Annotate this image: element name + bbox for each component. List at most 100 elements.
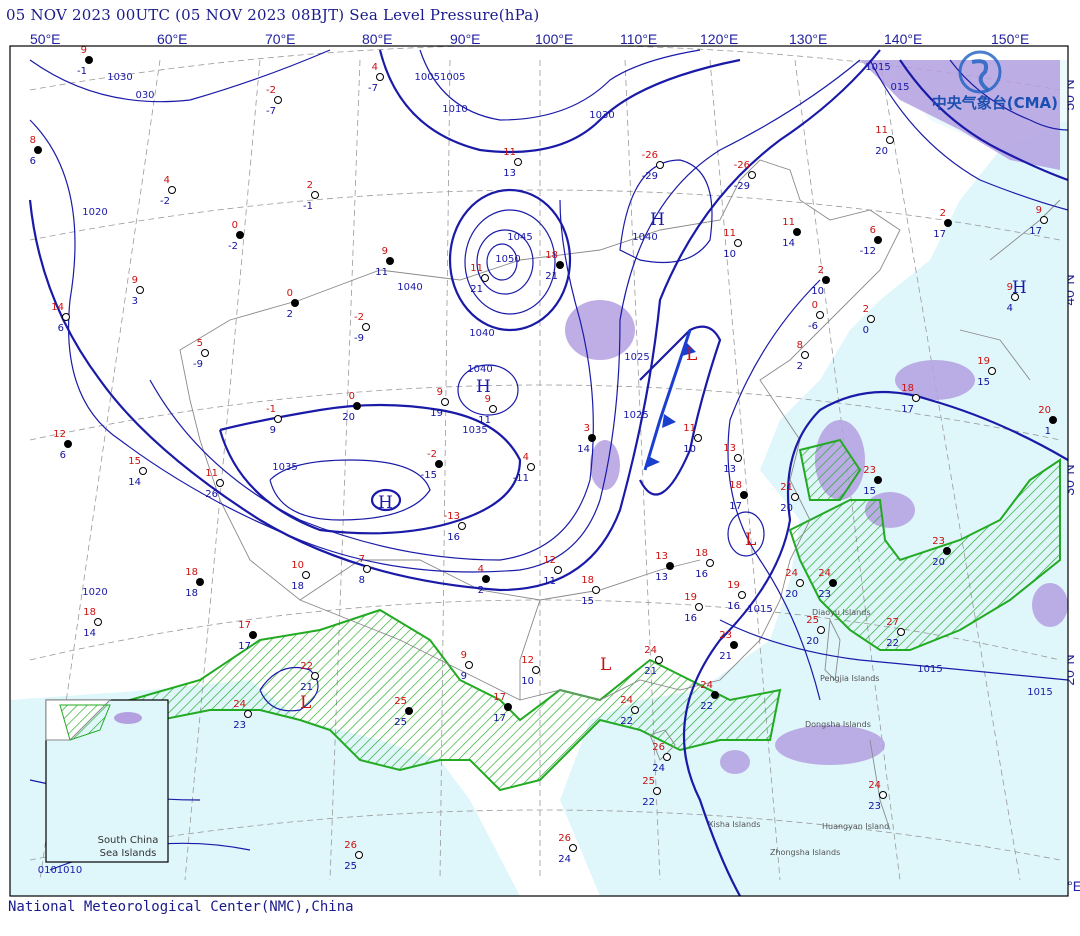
station-temperature: 20 [1038,405,1051,416]
station-circle [748,171,756,179]
station-temperature: 25 [394,696,407,707]
station: -26 -29 [734,160,756,192]
station-temperature: 9 [1036,205,1042,216]
station-dewpoint: 21 [470,284,483,295]
station-circle [311,672,319,680]
station-dewpoint: 22 [642,797,655,808]
station-dewpoint: -29 [642,171,658,182]
station-dewpoint: 16 [727,601,740,612]
station-circle [465,661,473,669]
station-circle [592,586,600,594]
pressure-centers: H H H H L L L L [300,210,1027,713]
station-dewpoint: 0 [863,325,869,336]
isobar-label: 1010 [442,104,467,115]
station-dewpoint: 14 [128,477,141,488]
low-pressure-center: L [300,693,311,713]
station-dewpoint: 24 [652,763,665,774]
station-circle [168,186,176,194]
station: 82 [797,340,809,372]
station-temperature: 9 [382,246,388,257]
station-temperature: 4 [372,62,378,73]
station-circle [62,313,70,321]
station-circle [363,565,371,573]
station: 24 20 [785,568,804,600]
station-temperature: 7 [359,554,365,565]
station-circle [663,753,671,761]
station-dewpoint: 3 [132,296,138,307]
station-temperature: 12 [53,429,66,440]
station-dewpoint: 11 [543,576,556,587]
station-dewpoint: 21 [644,666,657,677]
isobar-label: 1015 [747,604,772,615]
station-circle [867,315,875,323]
station-dewpoint: 26 [205,489,218,500]
station-temperature: 13 [723,443,736,454]
station-circle [136,286,144,294]
station: 24 22 [620,695,639,727]
station-temperature: 10 [291,560,304,571]
isobar-label: 1050 [495,254,520,265]
station-dewpoint: 21 [719,651,732,662]
station-circle [405,707,413,715]
station-dewpoint: -9 [193,359,203,370]
station-temperature: 18 [581,575,594,586]
isobar-label: 1015 [1027,687,1052,698]
isobar-label: 1015 [865,62,890,73]
station-dewpoint: -6 [808,321,818,332]
station-circle [353,402,361,410]
station-circle [816,311,824,319]
station-temperature: 24 [620,695,633,706]
station: 11 21 [470,263,489,295]
station-temperature: 0 [812,300,818,311]
station-temperature: 25 [642,776,655,787]
station-circle [569,844,577,852]
station-plots: 9-1 4-7-2-7864-22-10-293146025-9-2-991111… [30,46,1057,872]
station: 26 25 [344,840,363,872]
station: 25 22 [642,776,661,808]
station-dewpoint: 21 [300,682,313,693]
station-temperature: 9 [461,650,467,661]
station-temperature: 24 [868,780,881,791]
inset-label-line1: South China [98,835,159,846]
station-dewpoint: 20 [932,557,945,568]
station-circle [291,299,299,307]
station: 11 10 [723,228,742,260]
station-dewpoint: 10 [723,249,736,260]
station-temperature: 4 [164,175,170,186]
station: 25 20 [806,615,825,647]
station-dewpoint: -29 [734,181,750,192]
place-name: Pengjia Islands [820,674,879,683]
station-circle [734,454,742,462]
isobar-label: 0101010 [38,865,83,876]
high-pressure-center: H [650,210,665,230]
station-circle [556,261,564,269]
station-temperature: 9 [1007,282,1013,293]
station: 42 [478,564,490,596]
station-dewpoint: 6 [58,323,64,334]
station-dewpoint: 25 [344,861,357,872]
station: 13 13 [723,443,742,475]
station-circle [302,571,310,579]
station-circle [695,603,703,611]
isobar-label: 1015 [917,664,942,675]
station-circle [249,631,257,639]
station-dewpoint: 23 [233,720,246,731]
isobar-label: 1040 [397,282,422,293]
south-china-sea-inset: South China Sea Islands [45,699,169,863]
station-temperature: 19 [727,580,740,591]
station-temperature: 18 [185,567,198,578]
station: 27 22 [886,617,905,649]
station-temperature: 26 [652,742,665,753]
station-temperature: 18 [545,250,558,261]
station-dewpoint: 18 [291,581,304,592]
station-dewpoint: 11 [478,415,491,426]
station-circle [274,415,282,423]
station-circle [886,136,894,144]
station-temperature: 24 [785,568,798,579]
station-dewpoint: 20 [780,503,793,514]
station-dewpoint: 25 [394,717,407,728]
